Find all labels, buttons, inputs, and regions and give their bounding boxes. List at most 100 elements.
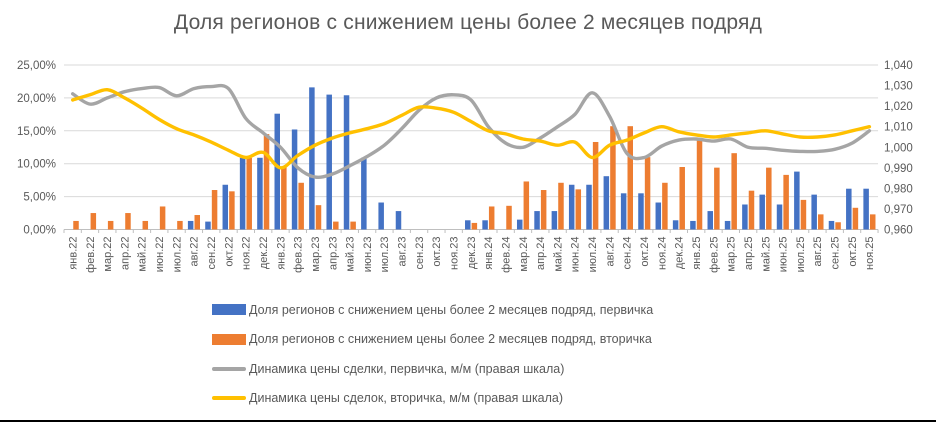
bar-secondary <box>644 157 651 230</box>
bar-primary <box>586 184 592 230</box>
x-axis-month-label: апр.23 <box>327 237 339 270</box>
bar-primary <box>516 219 523 230</box>
x-axis-month-label: июн.24 <box>570 237 582 273</box>
bar-secondary <box>159 206 166 230</box>
bar-primary <box>395 211 402 230</box>
bar-secondary <box>852 207 859 230</box>
bar-secondary <box>246 157 252 230</box>
right-axis-tick-label: 1,000 <box>884 142 913 154</box>
bar-primary <box>534 211 540 230</box>
x-axis-month-label: апр.22 <box>119 237 131 270</box>
x-axis-month-label: янв.22 <box>67 237 79 270</box>
left-axis-tick-label: 5,00% <box>23 192 56 204</box>
x-axis-month-label: май.24 <box>552 237 564 272</box>
bar-secondary <box>142 220 149 230</box>
bar-secondary <box>783 174 789 230</box>
bar-primary <box>326 94 332 230</box>
bar-primary <box>846 188 852 230</box>
legend-item-line-primary: Динамика цены сделки, первичка, м/м (пра… <box>212 362 653 376</box>
bar-primary <box>257 157 263 230</box>
bar-primary <box>482 220 488 230</box>
left-axis-tick-label: 15,00% <box>17 126 56 138</box>
bar-secondary <box>281 166 287 230</box>
bar-primary <box>465 220 471 230</box>
bar-primary <box>724 220 731 230</box>
bar-primary <box>863 188 869 230</box>
x-axis-month-label: янв.24 <box>483 237 495 270</box>
bar-primary <box>707 211 713 230</box>
bar-secondary <box>714 167 720 230</box>
bar-primary <box>776 204 783 230</box>
x-axis-month-label: май.23 <box>345 237 357 272</box>
x-axis-month-label: мар.23 <box>310 237 322 272</box>
bar-secondary <box>315 205 322 230</box>
bottom-border <box>0 420 936 422</box>
bar-secondary <box>211 190 218 230</box>
bar-secondary <box>125 213 131 230</box>
legend-item-bar-primary: Доля регионов с снижением цены более 2 м… <box>212 303 653 317</box>
legend-item-line-secondary: Динамика цены сделок, вторичка, м/м (пра… <box>212 391 653 405</box>
bar-secondary <box>731 153 737 230</box>
x-axis-month-label: фев.23 <box>293 237 305 273</box>
right-axis-tick-label: 0,990 <box>884 163 913 175</box>
bar-primary <box>568 184 575 230</box>
bar-secondary <box>488 206 495 230</box>
right-axis-tick-label: 1,020 <box>884 101 913 113</box>
x-axis-month-label: апр.24 <box>535 237 547 270</box>
bar-primary <box>828 220 835 230</box>
x-axis-month-label: июн.25 <box>778 237 790 273</box>
legend-item-bar-secondary: Доля регионов с снижением цены более 2 м… <box>212 332 653 346</box>
x-axis-month-label: дек.24 <box>674 237 686 270</box>
bar-primary <box>239 157 246 230</box>
x-axis-month-label: сен.24 <box>622 237 634 270</box>
bar-primary <box>638 193 644 230</box>
left-axis-tick-label: 0,00% <box>23 225 56 237</box>
x-axis-month-label: фев.24 <box>500 236 512 272</box>
bar-secondary <box>696 140 703 230</box>
bar-primary <box>378 202 384 230</box>
right-axis-tick-label: 0,960 <box>884 225 913 237</box>
bar-secondary <box>835 222 841 230</box>
bar-primary <box>309 87 315 230</box>
right-axis-tick-label: 1,010 <box>884 122 913 134</box>
x-axis-month-label: ноя.23 <box>449 237 461 270</box>
legend-label: Доля регионов с снижением цены более 2 м… <box>249 332 652 346</box>
bar-primary <box>205 221 211 230</box>
x-axis-month-label: янв.25 <box>691 237 703 270</box>
x-axis-month-label: окт.24 <box>639 237 651 267</box>
bar-secondary <box>90 213 97 230</box>
bar-primary <box>690 220 696 230</box>
x-axis-month-label: авг.25 <box>812 237 824 267</box>
x-axis-month-label: дек.22 <box>258 237 270 270</box>
bar-primary <box>620 193 627 230</box>
x-axis-month-label: мар.24 <box>518 237 530 272</box>
legend-marker-line-secondary <box>212 396 246 400</box>
x-axis-month-label: июл.23 <box>379 237 391 273</box>
left-axis-tick-label: 20,00% <box>17 93 56 105</box>
bar-secondary <box>558 182 564 230</box>
line-secondary <box>71 87 872 170</box>
bar-primary <box>794 171 800 230</box>
bar-secondary <box>592 141 599 230</box>
x-axis-month-label: янв.23 <box>275 237 287 270</box>
x-axis-month-label: фев.22 <box>85 237 97 273</box>
bar-secondary <box>506 205 512 230</box>
legend-marker-line-primary <box>212 366 246 371</box>
right-axis-tick-label: 1,030 <box>884 81 913 93</box>
x-axis-month-label: июл.22 <box>171 237 183 273</box>
bar-primary <box>361 157 367 230</box>
x-axis-month-label: фев.25 <box>708 237 720 273</box>
legend-marker-bar-primary <box>212 304 246 315</box>
bar-primary <box>343 95 350 230</box>
bar-secondary <box>575 189 582 230</box>
bar-secondary <box>177 220 183 230</box>
bar-primary <box>222 184 229 230</box>
bar-secondary <box>662 182 668 230</box>
bar-secondary <box>800 199 807 230</box>
bar-secondary <box>766 167 772 230</box>
legend-marker-bar-secondary <box>212 333 246 345</box>
x-axis-month-label: мар.22 <box>102 237 114 272</box>
bar-secondary <box>540 190 547 230</box>
bar-secondary <box>679 166 685 230</box>
